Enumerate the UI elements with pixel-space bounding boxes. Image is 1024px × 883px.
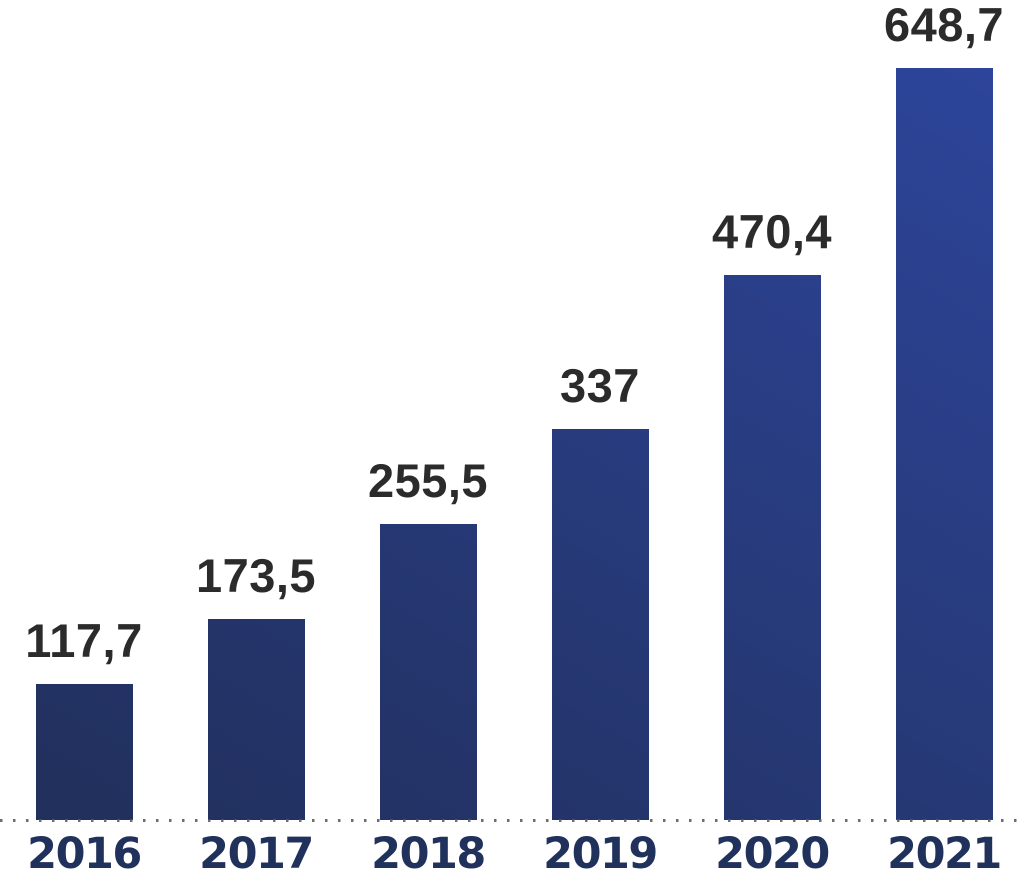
x-axis-year-label: 2021 xyxy=(887,829,1002,879)
bar xyxy=(723,274,821,820)
bar-value-label: 337 xyxy=(560,359,640,413)
x-axis-dotted-baseline xyxy=(0,819,1024,822)
bar xyxy=(551,429,649,820)
bar-value-label: 648,7 xyxy=(883,0,1005,51)
bar xyxy=(207,618,305,820)
bar-gradient-fill xyxy=(207,618,305,820)
bar-value-label: 173,5 xyxy=(195,548,317,602)
bar-gradient-fill xyxy=(379,523,477,820)
bar-gradient-fill xyxy=(723,274,821,820)
bar-gradient-fill xyxy=(895,68,993,820)
bar xyxy=(379,523,477,820)
bar xyxy=(895,68,993,820)
bar-value-label: 470,4 xyxy=(711,204,833,258)
bar-gradient-fill xyxy=(551,429,649,820)
x-axis-year-label: 2020 xyxy=(715,829,830,879)
bar-gradient-fill xyxy=(35,683,133,820)
x-axis-year-label: 2019 xyxy=(543,829,658,879)
bar-value-label: 117,7 xyxy=(25,613,143,667)
x-axis-year-label: 2016 xyxy=(27,829,142,879)
bar-value-label: 255,5 xyxy=(367,453,489,507)
bar xyxy=(35,683,133,820)
x-axis-year-label: 2017 xyxy=(199,829,314,879)
x-axis-year-label: 2018 xyxy=(371,829,486,879)
